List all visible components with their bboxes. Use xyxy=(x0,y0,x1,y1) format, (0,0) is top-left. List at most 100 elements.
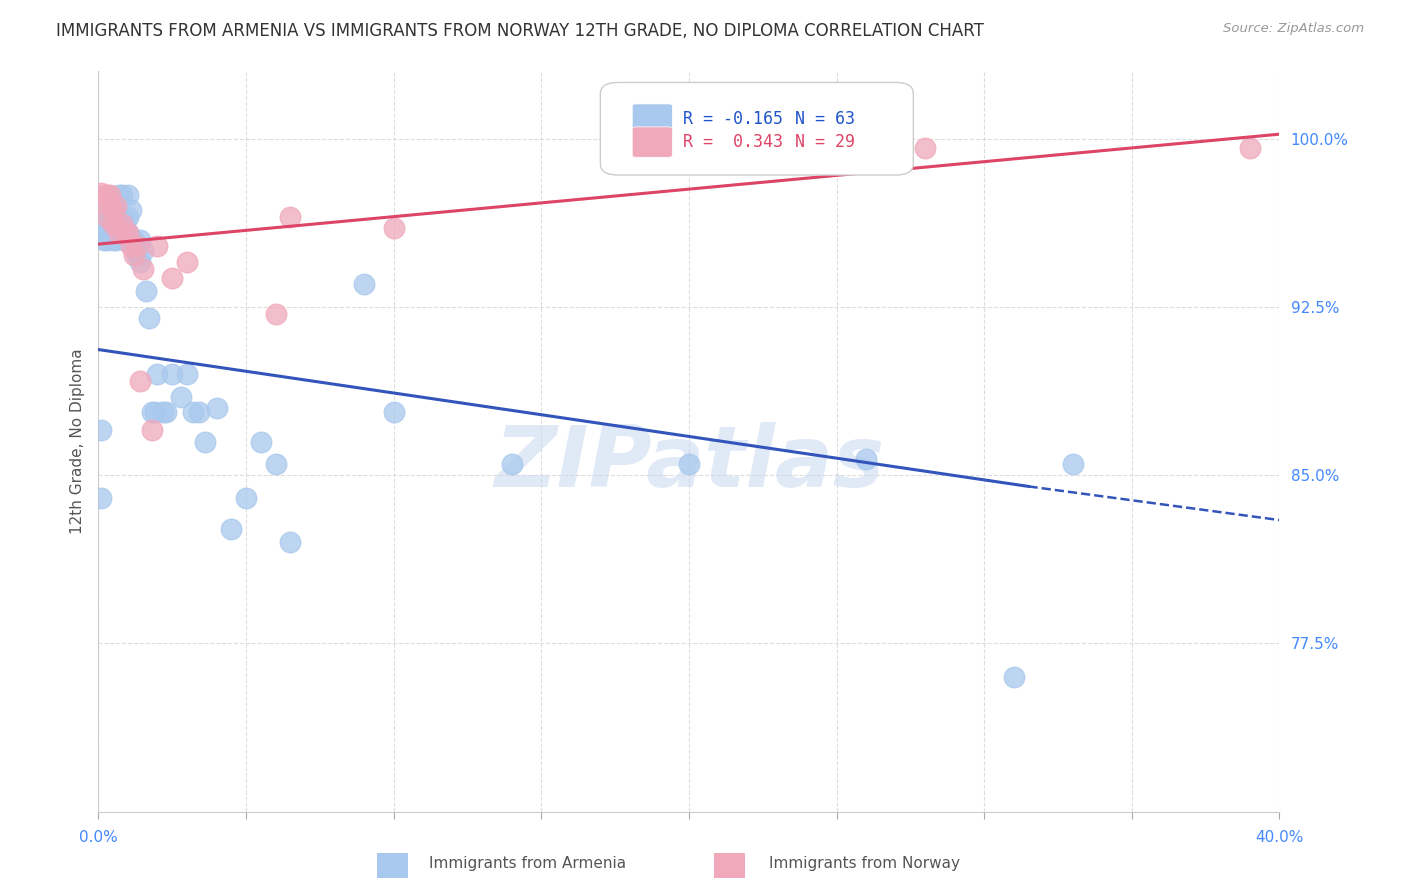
Point xyxy=(93,233,115,247)
Y-axis label: 12th Grade, No Diploma: 12th Grade, No Diploma xyxy=(69,349,84,534)
Point xyxy=(96,210,118,224)
Point xyxy=(108,187,131,202)
Point xyxy=(155,405,177,419)
Point xyxy=(176,368,198,382)
Point xyxy=(111,187,134,202)
Point xyxy=(501,457,523,471)
Point xyxy=(117,226,139,240)
Point xyxy=(114,215,136,229)
Text: Immigrants from Norway: Immigrants from Norway xyxy=(769,856,960,871)
Point xyxy=(90,423,112,437)
Point xyxy=(1239,141,1261,155)
Text: ZIPatlas: ZIPatlas xyxy=(494,422,884,505)
Point xyxy=(146,368,169,382)
Point xyxy=(128,374,150,388)
Point xyxy=(914,141,936,155)
Point xyxy=(181,405,204,419)
Text: N = 63: N = 63 xyxy=(796,110,855,128)
Point xyxy=(90,186,112,200)
Point xyxy=(152,405,174,419)
Point xyxy=(146,239,169,253)
Point xyxy=(120,233,142,247)
Point xyxy=(105,217,128,231)
Point xyxy=(162,270,183,285)
Point xyxy=(98,210,121,224)
Text: R =  0.343: R = 0.343 xyxy=(683,133,783,151)
Point xyxy=(122,248,145,262)
Point xyxy=(93,187,115,202)
Point xyxy=(105,233,128,247)
Point xyxy=(96,233,118,247)
Point xyxy=(353,277,375,292)
Point xyxy=(105,194,128,209)
Point xyxy=(105,221,128,235)
FancyBboxPatch shape xyxy=(633,104,672,135)
Text: 0.0%: 0.0% xyxy=(79,830,118,846)
Point xyxy=(176,255,198,269)
Point xyxy=(855,452,877,467)
Point xyxy=(122,233,145,247)
Point xyxy=(382,405,405,419)
Point xyxy=(103,203,125,218)
Point xyxy=(90,491,112,505)
Point xyxy=(90,194,112,209)
Point xyxy=(96,199,118,213)
Point xyxy=(98,226,121,240)
Point xyxy=(1062,457,1084,471)
Point xyxy=(117,187,139,202)
Point xyxy=(96,226,118,240)
Point xyxy=(162,368,183,382)
Point xyxy=(114,233,136,247)
Point xyxy=(117,210,139,224)
Point xyxy=(194,434,217,449)
Point xyxy=(187,405,209,419)
Point xyxy=(1002,670,1025,684)
Point xyxy=(111,217,134,231)
Text: Immigrants from Armenia: Immigrants from Armenia xyxy=(429,856,626,871)
Point xyxy=(108,226,131,240)
Point xyxy=(108,210,131,224)
Point xyxy=(138,311,160,326)
Point xyxy=(103,217,125,231)
Text: R = -0.165: R = -0.165 xyxy=(683,110,783,128)
Point xyxy=(135,284,157,298)
Point xyxy=(103,221,125,235)
Point xyxy=(264,307,287,321)
Point xyxy=(141,423,163,437)
Point xyxy=(170,390,193,404)
Point xyxy=(143,405,166,419)
Point xyxy=(108,221,131,235)
Point xyxy=(103,210,125,224)
Point xyxy=(141,405,163,419)
Text: IMMIGRANTS FROM ARMENIA VS IMMIGRANTS FROM NORWAY 12TH GRADE, NO DIPLOMA CORRELA: IMMIGRANTS FROM ARMENIA VS IMMIGRANTS FR… xyxy=(56,22,984,40)
Point xyxy=(117,226,139,240)
Point xyxy=(132,261,155,276)
Point xyxy=(205,401,228,415)
Point xyxy=(278,210,302,224)
FancyBboxPatch shape xyxy=(600,82,914,175)
Point xyxy=(128,255,150,269)
Point xyxy=(132,244,155,258)
Point xyxy=(120,203,142,218)
Point xyxy=(98,194,121,209)
Point xyxy=(103,194,125,209)
Point xyxy=(111,210,134,224)
Point xyxy=(125,248,148,262)
Point xyxy=(125,239,148,253)
Point xyxy=(219,522,242,536)
FancyBboxPatch shape xyxy=(633,127,672,157)
Point xyxy=(93,221,115,235)
Point xyxy=(105,210,128,224)
Text: N = 29: N = 29 xyxy=(796,133,855,151)
Text: 40.0%: 40.0% xyxy=(1256,830,1303,846)
Point xyxy=(105,199,128,213)
Point xyxy=(103,233,125,247)
Point xyxy=(93,226,115,240)
Point xyxy=(114,226,136,240)
Point xyxy=(128,233,150,247)
Point xyxy=(382,221,405,235)
Point xyxy=(678,457,700,471)
Point xyxy=(96,210,118,224)
Point xyxy=(120,239,142,253)
Point xyxy=(250,434,273,449)
